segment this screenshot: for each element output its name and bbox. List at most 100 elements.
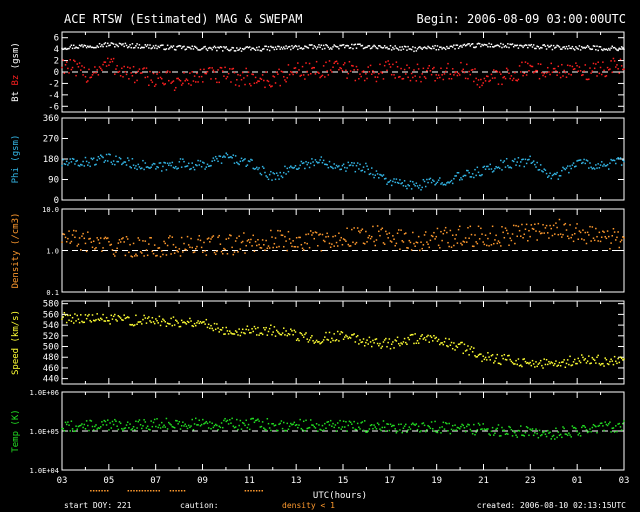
data-point	[279, 230, 281, 232]
data-point	[218, 331, 220, 333]
data-point	[373, 71, 375, 74]
data-point	[84, 428, 87, 430]
data-point	[541, 434, 543, 436]
data-point	[426, 178, 428, 181]
data-point	[469, 45, 472, 47]
data-point	[265, 429, 267, 431]
data-point	[379, 173, 381, 176]
data-point	[532, 228, 535, 230]
data-point	[559, 365, 562, 367]
data-point	[434, 337, 436, 340]
data-point	[214, 423, 217, 426]
data-point	[462, 44, 465, 46]
data-point	[470, 233, 473, 236]
data-point	[556, 44, 558, 47]
data-point	[382, 174, 385, 176]
data-point	[363, 243, 366, 245]
data-point	[244, 47, 246, 50]
data-point	[405, 73, 407, 75]
data-point	[407, 429, 409, 431]
data-point	[550, 438, 553, 440]
data-point	[125, 316, 128, 319]
data-point	[88, 161, 90, 164]
data-point	[460, 242, 462, 245]
data-point	[144, 317, 147, 319]
data-point	[577, 159, 579, 162]
data-point	[185, 165, 188, 168]
data-point	[234, 330, 237, 332]
data-point	[321, 233, 324, 236]
data-point	[239, 47, 242, 49]
data-point	[616, 64, 618, 66]
data-point	[75, 425, 77, 427]
data-point	[177, 322, 179, 324]
data-point	[453, 177, 455, 180]
data-point	[76, 314, 79, 317]
data-point	[61, 164, 63, 167]
data-point	[509, 77, 511, 80]
data-point	[263, 427, 265, 429]
data-point	[258, 80, 260, 83]
data-point	[261, 74, 264, 76]
data-point	[331, 243, 333, 245]
data-point	[501, 46, 503, 49]
data-point	[326, 70, 328, 72]
data-point	[573, 165, 576, 168]
data-point	[322, 239, 325, 242]
data-point	[378, 230, 380, 233]
data-point	[65, 61, 68, 63]
data-point	[143, 168, 145, 171]
data-point	[195, 81, 197, 83]
data-point	[177, 251, 179, 253]
data-point	[77, 425, 80, 428]
data-point	[275, 71, 278, 74]
data-point	[501, 83, 503, 86]
data-point	[555, 46, 557, 48]
data-point	[578, 230, 581, 232]
data-point	[453, 244, 455, 247]
data-point	[579, 435, 582, 437]
data-point	[281, 332, 284, 334]
data-point	[146, 425, 149, 427]
data-point	[304, 333, 306, 336]
data-point	[281, 71, 284, 73]
data-point	[582, 356, 584, 359]
data-point	[562, 75, 564, 77]
data-point	[602, 49, 604, 52]
data-point	[478, 424, 481, 426]
caution-mark	[253, 490, 255, 492]
data-point	[259, 49, 262, 52]
data-point	[185, 323, 188, 325]
data-point	[132, 65, 135, 68]
data-point	[518, 65, 521, 67]
caution-mark	[141, 490, 144, 492]
y-axis-label: Temp (K)	[11, 409, 21, 452]
data-point	[81, 423, 83, 425]
data-point	[295, 236, 298, 239]
data-point	[571, 364, 574, 366]
data-point	[311, 335, 313, 337]
data-point	[566, 64, 569, 67]
data-point	[545, 48, 548, 50]
data-point	[435, 431, 438, 433]
data-point	[456, 74, 459, 77]
data-point	[481, 233, 483, 235]
data-point	[99, 67, 102, 70]
data-point	[333, 163, 335, 165]
caution-mark	[183, 490, 186, 492]
data-point	[515, 44, 517, 47]
data-point	[207, 67, 210, 70]
data-point	[333, 44, 335, 46]
data-point	[224, 156, 226, 158]
data-point	[202, 418, 204, 421]
data-point	[67, 314, 69, 317]
data-point	[566, 165, 569, 167]
data-point	[250, 418, 252, 420]
data-point	[356, 422, 359, 425]
data-point	[606, 49, 609, 51]
data-point	[473, 46, 475, 49]
data-point	[84, 44, 87, 47]
data-point	[101, 44, 103, 46]
data-point	[247, 423, 250, 426]
data-point	[478, 86, 481, 88]
